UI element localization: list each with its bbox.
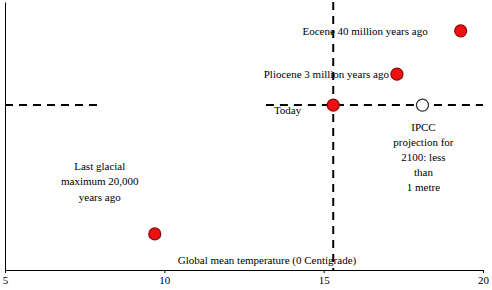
point: [327, 99, 339, 111]
x-tick-mark: [483, 270, 484, 273]
x-tick-label: 15: [319, 274, 331, 286]
annotation: Eocene 40 million years ago: [302, 25, 428, 37]
annotation-line: Today: [274, 104, 302, 116]
annotation-line: Pliocene 3 million years ago: [264, 68, 390, 80]
x-tick: 10: [159, 270, 171, 286]
y-axis-line: [5, 3, 6, 271]
x-tick: 20: [478, 270, 490, 286]
x-tick-label: 10: [159, 274, 171, 286]
point: [149, 228, 161, 240]
plot-area: [5, 2, 483, 270]
annotation-line: 1 metre: [407, 181, 440, 193]
point: [416, 99, 428, 111]
x-axis: 5 10 15 20: [3, 270, 490, 286]
x-tick-mark: [324, 270, 325, 273]
y-axis: [5, 3, 6, 271]
reference-line: [5, 104, 100, 106]
annotation-line: Eocene 40 million years ago: [302, 25, 428, 37]
annotation-line: projection for: [393, 136, 454, 148]
annotations: Last glacial maximum 20,000 years ago Today…: [61, 25, 454, 203]
x-axis-line: [6, 270, 484, 271]
x-tick: 15: [319, 270, 331, 286]
x-tick-label: 5: [3, 274, 9, 286]
annotation: Today: [274, 104, 302, 116]
annotation-line: IPCC: [411, 121, 435, 133]
annotation: Pliocene 3 million years ago: [264, 68, 390, 80]
annotation: Last glacial maximum 20,000 years ago: [61, 160, 139, 203]
reference-line: [332, 2, 334, 270]
x-tick-label: 20: [478, 274, 490, 286]
annotation: IPCC projection for 2100: less than 1 metre: [393, 121, 454, 193]
x-tick-mark: [164, 270, 165, 273]
point: [455, 25, 467, 37]
point: [391, 68, 403, 80]
annotation-line: than: [414, 166, 433, 178]
annotation-line: maximum 20,000: [61, 175, 139, 187]
x-tick: 5: [3, 270, 9, 286]
annotation-line: years ago: [79, 191, 121, 203]
x-axis-title: Global mean temperature (0 Centigrade): [178, 254, 357, 267]
chart: 5 10 15 20 Global mean temperature (0 Centig…: [0, 0, 492, 290]
annotation-line: Last glacial: [74, 160, 125, 172]
annotation-line: 2100: less: [401, 151, 445, 163]
